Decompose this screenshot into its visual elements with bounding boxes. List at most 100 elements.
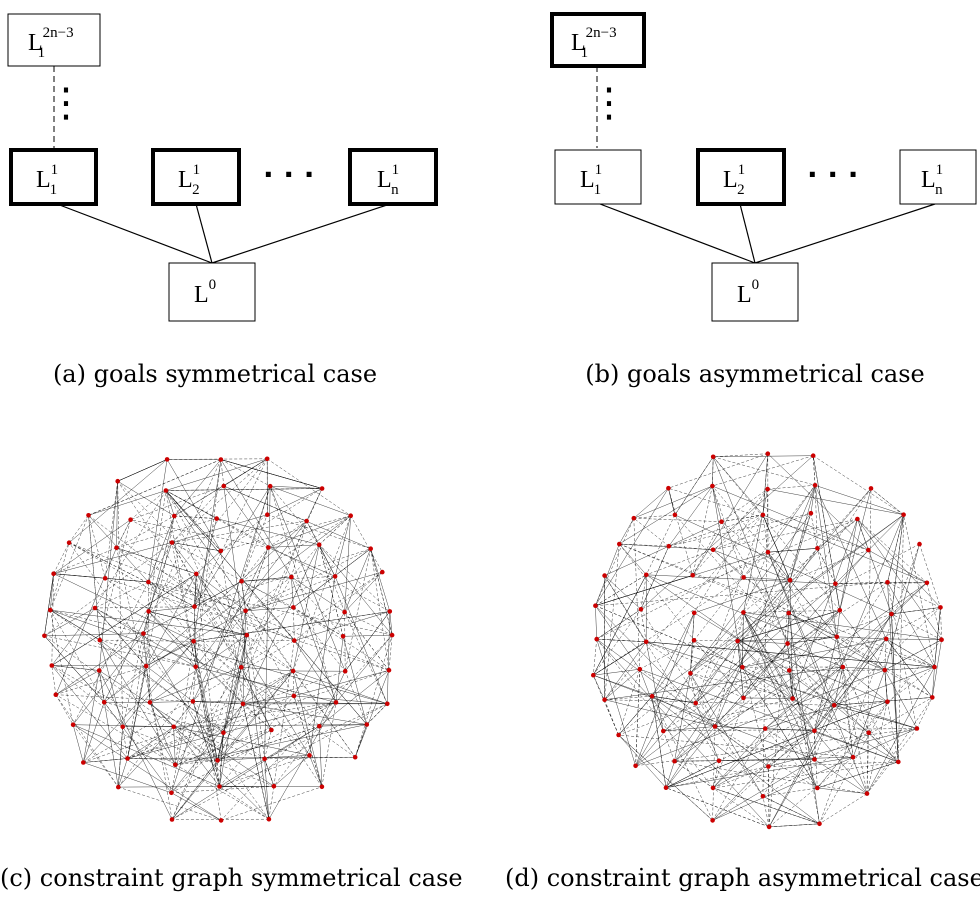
graph-edge bbox=[646, 641, 691, 674]
graph-edge bbox=[668, 521, 722, 547]
graph-node bbox=[215, 758, 220, 763]
graph-edge bbox=[842, 666, 854, 758]
graph-edge bbox=[593, 641, 647, 676]
graph-edge bbox=[267, 458, 351, 516]
graph-node bbox=[143, 663, 149, 669]
graph-edge bbox=[171, 635, 248, 820]
graph-node bbox=[307, 753, 312, 758]
goal-box-l0 bbox=[711, 262, 799, 322]
graph-edge bbox=[718, 756, 854, 762]
graph-edge bbox=[940, 607, 942, 640]
graph-edge bbox=[148, 542, 173, 612]
graph-edge bbox=[293, 611, 345, 697]
graph-edge bbox=[619, 543, 647, 575]
graph-node bbox=[808, 510, 814, 516]
graph-edge bbox=[306, 488, 323, 522]
graph-edge bbox=[116, 481, 118, 548]
graph-edge bbox=[268, 544, 320, 548]
graph-edge bbox=[665, 761, 675, 788]
graph-node bbox=[815, 785, 820, 791]
graph-edge bbox=[604, 575, 642, 610]
graph-edge bbox=[98, 670, 119, 788]
graph-edge bbox=[148, 573, 197, 612]
graph-edge bbox=[245, 548, 371, 612]
graph-edge bbox=[319, 670, 390, 727]
graph-edge bbox=[690, 580, 791, 674]
graph-edge bbox=[246, 607, 294, 636]
graph-edge bbox=[604, 545, 669, 576]
graph-edge bbox=[354, 670, 390, 758]
graph-edge bbox=[268, 702, 337, 820]
graph-edge bbox=[604, 699, 716, 727]
graph-node bbox=[291, 693, 297, 699]
graph-edge bbox=[767, 485, 816, 490]
graph-edge bbox=[813, 455, 904, 515]
graph-edge bbox=[53, 547, 117, 574]
graph-edge bbox=[665, 787, 770, 828]
graph-edge bbox=[194, 573, 197, 607]
graph-edge bbox=[264, 703, 388, 760]
graph-node bbox=[70, 722, 76, 727]
graph-edge bbox=[835, 583, 841, 611]
graph-edge bbox=[640, 518, 858, 610]
graph-edge bbox=[127, 490, 167, 759]
graph-edge bbox=[167, 458, 268, 460]
graph-edge bbox=[712, 787, 820, 825]
graph-edge bbox=[618, 734, 713, 821]
graph-edge bbox=[268, 547, 336, 577]
graph-edge bbox=[932, 666, 935, 698]
graph-node bbox=[193, 664, 198, 670]
graph-edge bbox=[319, 671, 346, 727]
edge-l11-l0 bbox=[599, 203, 756, 264]
graph-node bbox=[115, 478, 120, 484]
graph-edge bbox=[241, 547, 269, 582]
graph-edge bbox=[219, 786, 270, 820]
graph-edge bbox=[51, 665, 128, 759]
graph-node bbox=[924, 580, 930, 586]
graph-edge bbox=[264, 486, 271, 759]
graph-edge bbox=[619, 543, 669, 547]
graph-edge bbox=[665, 760, 720, 788]
graph-edge bbox=[934, 607, 941, 668]
graph-edge bbox=[866, 488, 872, 794]
graph-node bbox=[385, 701, 390, 707]
graph-edge bbox=[165, 458, 268, 491]
graph-node bbox=[812, 483, 818, 488]
graph-edge bbox=[842, 666, 888, 702]
graph-edge bbox=[693, 640, 744, 699]
graph-edge bbox=[171, 542, 197, 575]
graph-edge bbox=[712, 514, 764, 551]
graph-edge bbox=[789, 610, 840, 671]
graph-edge bbox=[695, 612, 744, 704]
graph-edge bbox=[389, 611, 393, 636]
graph-edge bbox=[737, 640, 744, 698]
graph-node bbox=[266, 816, 272, 822]
graph-edge bbox=[768, 582, 888, 767]
graph-edge bbox=[117, 481, 323, 787]
graph-edge bbox=[319, 724, 367, 727]
graph-node bbox=[812, 757, 817, 762]
goal-box-top bbox=[550, 12, 646, 68]
graph-edge bbox=[891, 582, 928, 615]
graph-node bbox=[239, 579, 244, 584]
graph-edge bbox=[53, 519, 131, 574]
graph-edge bbox=[72, 724, 84, 763]
graph-node bbox=[666, 485, 671, 491]
graph-edge bbox=[765, 666, 843, 729]
graph-node bbox=[332, 574, 338, 579]
graph-edge bbox=[596, 551, 769, 640]
graph-edge bbox=[789, 670, 815, 760]
graph-node bbox=[169, 790, 174, 796]
graph-node bbox=[96, 668, 102, 673]
graph-node bbox=[146, 609, 151, 614]
graph-edge bbox=[99, 670, 275, 787]
graph-node bbox=[147, 700, 153, 705]
graph-edge bbox=[762, 514, 791, 581]
graph-edge bbox=[50, 609, 247, 636]
graph-node bbox=[169, 817, 175, 822]
graph-edge bbox=[817, 701, 888, 789]
graph-edge bbox=[99, 640, 123, 727]
graph-edge bbox=[171, 520, 307, 543]
graph-edge bbox=[242, 610, 246, 704]
graph-edge bbox=[891, 514, 904, 615]
